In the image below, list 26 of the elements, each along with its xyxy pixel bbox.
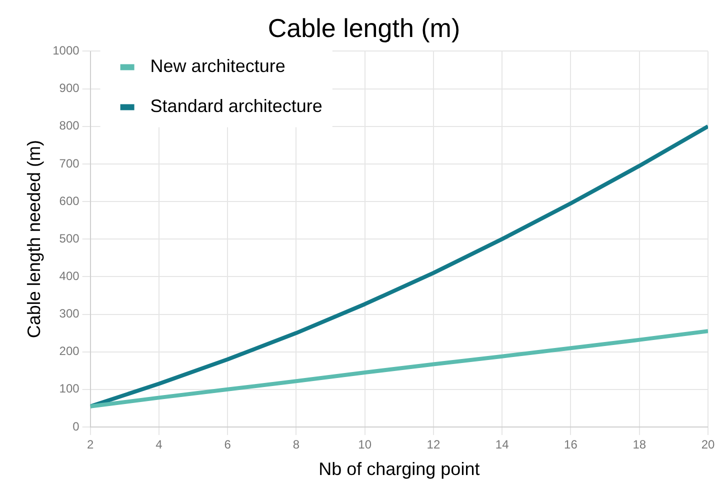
y-tick-label: 100	[59, 382, 80, 396]
y-tick-label: 700	[59, 156, 80, 170]
x-axis-title: Nb of charging point	[318, 459, 480, 480]
x-tick-label: 10	[358, 438, 372, 452]
y-tick-label: 800	[59, 118, 80, 133]
y-axis-title: Cable length needed (m)	[24, 140, 44, 338]
chart-title: Cable length (m)	[268, 12, 460, 43]
legend-label: Standard architecture	[150, 96, 322, 116]
x-tick-label: 16	[564, 438, 578, 452]
legend-label: New architecture	[150, 56, 286, 76]
x-tick-label: 20	[701, 438, 715, 452]
x-tick-label: 12	[426, 438, 440, 452]
x-tick-label: 6	[224, 438, 232, 452]
y-tick-label: 500	[59, 231, 80, 246]
x-tick-label: 18	[632, 438, 646, 452]
y-tick-label: 600	[59, 194, 80, 208]
x-tick-label: 8	[292, 438, 300, 452]
y-tick-label: 1000	[52, 44, 80, 58]
y-tick-label: 0	[72, 419, 80, 434]
y-tick-label: 400	[59, 268, 80, 283]
y-tick-label: 300	[59, 306, 80, 321]
x-tick-label: 14	[495, 438, 510, 452]
y-tick-label: 900	[59, 81, 80, 96]
x-tick-label: 2	[86, 438, 94, 452]
x-tick-label: 4	[156, 438, 163, 452]
y-tick-label: 200	[59, 344, 80, 358]
